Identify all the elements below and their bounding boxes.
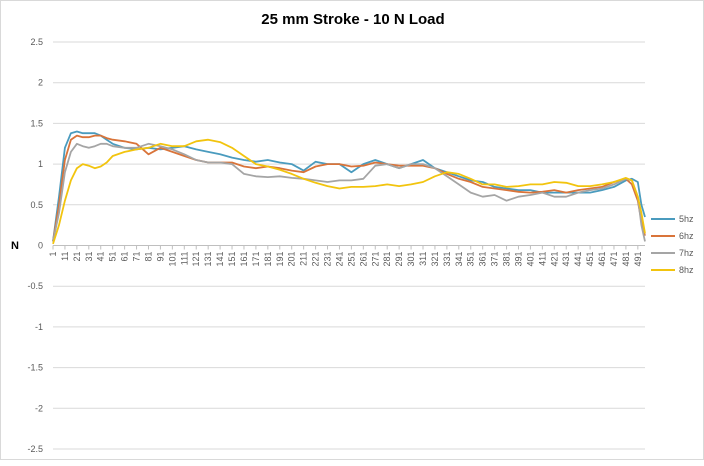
x-tick-label: 171 [251, 252, 261, 267]
x-tick-label: 391 [513, 252, 523, 267]
x-tick-label: 31 [84, 252, 94, 262]
y-tick-label: -1.5 [27, 363, 43, 373]
y-tick-label: -0.5 [27, 281, 43, 291]
x-tick-label: 121 [191, 252, 201, 267]
x-tick-label: 51 [108, 252, 118, 262]
x-axis [52, 245, 645, 250]
chart-title: 25 mm Stroke - 10 N Load [261, 11, 444, 28]
legend-label-5hz: 5hz [679, 214, 694, 224]
x-tick-label: 201 [287, 252, 297, 267]
x-tick-label: 81 [143, 252, 153, 262]
x-tick-label: 11 [60, 252, 70, 261]
x-tick-label: 141 [215, 252, 225, 267]
series-line-6hz [52, 134, 646, 242]
x-tick-label: 341 [454, 252, 464, 267]
x-tick-label: 471 [609, 252, 619, 267]
x-tick-label: 101 [167, 252, 177, 267]
x-tick-label: 481 [621, 252, 631, 267]
y-tick-label: -1 [35, 322, 43, 332]
x-tick-label: 401 [525, 252, 535, 267]
x-tick-label: 61 [120, 252, 130, 262]
y-tick-label: 2 [38, 78, 43, 88]
series-lines [52, 130, 646, 245]
x-tick-label: 371 [490, 252, 500, 267]
x-tick-label: 281 [382, 252, 392, 267]
legend-label-8hz: 8hz [679, 265, 694, 275]
x-tick-label: 21 [72, 252, 82, 262]
x-tick-label: 221 [311, 252, 321, 267]
x-tick-label: 151 [227, 252, 237, 267]
x-tick-label: 41 [96, 252, 106, 262]
x-tick-label: 441 [573, 252, 583, 267]
x-tick-label: 161 [239, 252, 249, 267]
x-tick-label: 351 [466, 252, 476, 267]
x-tick-label: 331 [442, 252, 452, 267]
y-tick-label: 2.5 [30, 37, 43, 47]
x-tick-label: 451 [585, 252, 595, 267]
legend: 5hz 6hz 7hz 8hz [651, 214, 694, 275]
x-tick-label: 111 [179, 252, 189, 266]
x-tick-label: 491 [633, 252, 643, 267]
x-tick-label: 71 [132, 252, 142, 262]
x-tick-label: 461 [597, 252, 607, 267]
x-tick-label: 291 [394, 252, 404, 267]
y-tick-label: 1 [38, 159, 43, 169]
x-tick-label: 181 [263, 252, 273, 267]
x-tick-label: 191 [275, 252, 285, 267]
x-tick-labels: 1 11 21 31 41 51 61 71 81 91 101 111 121 131 141 151 161… [48, 252, 643, 267]
y-tick-label: 1.5 [30, 118, 43, 128]
y-tick-label: 0.5 [30, 200, 43, 210]
x-tick-label: 431 [561, 252, 571, 267]
x-tick-label: 361 [478, 252, 488, 267]
y-tick-label: 0 [38, 241, 43, 251]
series-line-7hz [52, 142, 646, 242]
y-tick-labels: 2.5 2 1.5 1 0.5 0 -0.5 -1 -1.5 -2 -2.5 [27, 37, 43, 454]
x-tick-label: 91 [155, 252, 165, 262]
y-axis-label: N [11, 240, 19, 252]
x-tick-label: 421 [549, 252, 559, 267]
x-tick-label: 231 [323, 252, 333, 267]
x-tick-label: 411 [537, 252, 547, 266]
x-tick-label: 241 [334, 252, 344, 267]
x-tick-label: 311 [418, 252, 428, 266]
x-tick-label: 211 [299, 252, 309, 266]
x-tick-label: 251 [346, 252, 356, 267]
series-line-8hz [52, 138, 646, 245]
x-tick-label: 261 [358, 252, 368, 267]
x-tick-label: 271 [370, 252, 380, 267]
x-tick-label: 321 [430, 252, 440, 267]
y-tick-label: -2 [35, 403, 43, 413]
legend-label-7hz: 7hz [679, 248, 694, 258]
x-tick-label: 381 [502, 252, 512, 267]
legend-label-6hz: 6hz [679, 231, 694, 241]
x-tick-label: 1 [48, 252, 58, 257]
x-tick-label: 301 [406, 252, 416, 267]
x-tick-label: 131 [203, 252, 213, 267]
y-tick-label: -2.5 [27, 444, 43, 454]
